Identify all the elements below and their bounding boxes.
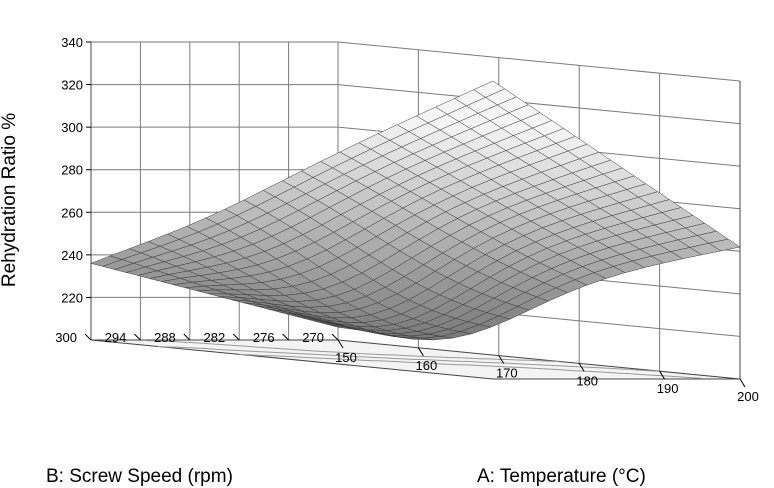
y-tick-label: 288 — [154, 330, 176, 345]
x-tick-mark — [739, 378, 746, 388]
x-tick-label: 150 — [335, 350, 357, 365]
x-tick-mark — [417, 347, 424, 357]
surface-patch — [708, 238, 741, 252]
y-tick-label: 282 — [203, 330, 225, 345]
z-tick-label: 280 — [61, 163, 83, 178]
x-tick-label: 200 — [737, 389, 759, 404]
floor-contours — [147, 340, 703, 379]
back-wall-gridline — [337, 84, 741, 125]
z-tick-label: 320 — [61, 78, 83, 93]
back-wall-gridline — [337, 41, 741, 82]
axis-ticks: 220 240 260 280 300 320 340 270 276 282 288 294 300 1… — [55, 35, 759, 404]
z-tick-label: 220 — [61, 290, 83, 305]
x-tick-label: 190 — [657, 381, 679, 396]
y-tick-label: 270 — [302, 330, 324, 345]
y-tick-label: 276 — [253, 330, 275, 345]
floor-contour-line — [147, 340, 560, 362]
z-axis-title: Rehydration Ratio % — [0, 113, 20, 287]
floor-contour-line — [238, 353, 703, 379]
y-tick-mark — [331, 333, 339, 341]
box-edge — [337, 339, 741, 380]
z-tick-label: 240 — [61, 248, 83, 263]
x-tick-label: 180 — [576, 373, 598, 388]
x-axis-title: A: Temperature (°C) — [477, 466, 646, 487]
z-tick-label: 300 — [61, 120, 83, 135]
x-tick-mark — [659, 370, 666, 380]
y-tick-mark — [282, 333, 289, 341]
z-tick-label: 340 — [61, 35, 83, 50]
floor-contour-line — [157, 346, 660, 372]
x-tick-label: 170 — [496, 366, 518, 381]
y-tick-label: 294 — [105, 330, 127, 345]
y-tick-mark — [134, 333, 141, 341]
y-axis-title: B: Screw Speed (rpm) — [46, 466, 233, 487]
response-surface — [90, 80, 741, 341]
y-tick-mark — [84, 333, 92, 341]
y-tick-label: 300 — [55, 330, 77, 345]
y-tick-mark — [183, 333, 191, 341]
x-tick-mark — [498, 355, 505, 364]
z-tick-label: 260 — [61, 205, 83, 220]
y-tick-mark — [232, 333, 240, 341]
x-tick-mark — [578, 363, 585, 372]
x-tick-label: 160 — [416, 358, 438, 373]
x-tick-mark — [337, 339, 344, 349]
